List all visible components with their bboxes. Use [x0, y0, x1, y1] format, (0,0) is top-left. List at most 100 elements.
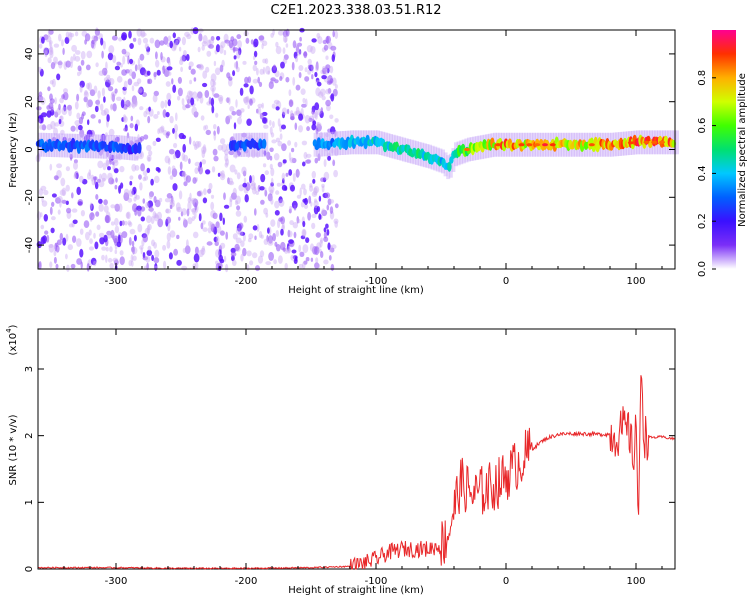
heatmap-cell — [237, 151, 241, 156]
heatmap-cell — [75, 124, 79, 132]
heatmap-cell — [159, 197, 163, 203]
heatmap-cell — [232, 47, 239, 52]
heatmap-cell — [270, 182, 274, 187]
heatmap-cell — [325, 55, 329, 60]
heatmap-cell — [142, 37, 149, 44]
heatmap-cell — [153, 214, 160, 222]
heatmap-cell — [214, 241, 219, 247]
heatmap-cell — [110, 92, 115, 101]
heatmap-cell — [134, 64, 138, 72]
heatmap-cell — [495, 143, 502, 147]
heatmap-cell — [236, 109, 242, 116]
heatmap-cell — [202, 35, 208, 44]
heatmap-cell — [305, 237, 310, 244]
heatmap-cell — [73, 161, 78, 170]
heatmap-cell — [534, 143, 541, 147]
heatmap-cell — [315, 232, 321, 238]
heatmap-cell — [119, 256, 125, 266]
heatmap-cell — [151, 239, 155, 247]
heatmap-cell — [59, 232, 63, 241]
heatmap-cell — [329, 199, 335, 204]
heatmap-cell — [304, 67, 308, 73]
heatmap-cell — [109, 262, 114, 269]
heatmap-cell — [289, 157, 295, 164]
heatmap-cell — [258, 81, 263, 87]
heatmap-cell — [215, 235, 220, 245]
heatmap-cell — [131, 246, 138, 255]
heatmap-cell — [97, 178, 101, 183]
heatmap-cell — [183, 181, 188, 187]
heatmap-cell — [98, 119, 101, 124]
heatmap-cell — [69, 61, 73, 68]
heatmap-cell — [113, 168, 119, 174]
heatmap-cell — [643, 140, 650, 144]
heatmap-cell — [321, 209, 328, 217]
heatmap-cell — [53, 256, 57, 264]
heatmap-cell — [295, 55, 299, 63]
heatmap-cell — [110, 204, 115, 209]
heatmap-cell — [186, 33, 192, 40]
heatmap-cell — [316, 121, 320, 127]
heatmap-cell — [334, 220, 339, 228]
heatmap-cell — [228, 149, 235, 156]
heatmap-cell — [307, 211, 311, 221]
heatmap-cell — [314, 262, 320, 269]
heatmap-cell — [242, 233, 246, 242]
heatmap-cell — [134, 165, 140, 171]
heatmap-cell — [330, 147, 334, 154]
heatmap-cell — [208, 96, 212, 105]
heatmap-cell — [86, 129, 93, 138]
heatmap-cell — [296, 216, 300, 224]
heatmap-cell — [291, 147, 295, 153]
heatmap-cell — [205, 169, 211, 175]
heatmap-cell — [210, 223, 216, 233]
heatmap-cell — [317, 153, 321, 162]
heatmap-cell — [252, 78, 258, 84]
heatmap-cell — [294, 122, 298, 131]
heatmap-cell — [184, 245, 191, 255]
heatmap-cell — [70, 56, 74, 64]
heatmap-cell — [235, 195, 241, 205]
heatmap-cell — [147, 115, 151, 124]
heatmap-cell — [332, 159, 336, 167]
heatmap-cell — [287, 230, 293, 238]
heatmap-cell — [131, 190, 136, 195]
heatmap-cell — [213, 132, 217, 141]
heatmap-cell — [208, 220, 212, 228]
heatmap-cell — [275, 230, 279, 237]
heatmap-cell — [62, 237, 67, 246]
heatmap-cell — [174, 130, 178, 140]
heatmap-cell — [329, 114, 334, 120]
heatmap-cell — [177, 76, 182, 84]
heatmap-cell — [86, 263, 90, 272]
heatmap-cell — [209, 222, 214, 228]
heatmap-cell — [305, 159, 311, 164]
heatmap-cell — [132, 203, 138, 213]
heatmap-cell — [210, 85, 216, 92]
heatmap-cell — [98, 203, 104, 212]
heatmap-cell — [147, 200, 154, 208]
heatmap-cell — [278, 217, 283, 222]
heatmap-cell — [298, 263, 304, 269]
heatmap-cell — [323, 259, 329, 265]
heatmap-cell — [270, 219, 276, 227]
heatmap-cell — [256, 137, 259, 143]
heatmap-cell — [255, 108, 259, 114]
heatmap-cell — [221, 143, 227, 153]
heatmap-cell — [109, 153, 112, 163]
heatmap-cell — [247, 104, 250, 109]
svg-text:(x104): (x104) — [5, 324, 19, 355]
heatmap-cell — [137, 37, 142, 46]
heatmap-cell — [329, 206, 334, 215]
heatmap-cell — [105, 160, 110, 168]
heatmap-cell — [36, 106, 42, 111]
heatmap-cell — [228, 177, 233, 185]
heatmap-cell — [313, 200, 319, 209]
heatmap-cell — [105, 79, 111, 88]
heatmap-cell — [57, 61, 63, 66]
heatmap-cell — [290, 116, 295, 121]
heatmap-cell — [37, 66, 42, 72]
heatmap-cell — [125, 69, 130, 74]
heatmap-cell — [119, 165, 125, 173]
heatmap-cell — [162, 109, 167, 118]
